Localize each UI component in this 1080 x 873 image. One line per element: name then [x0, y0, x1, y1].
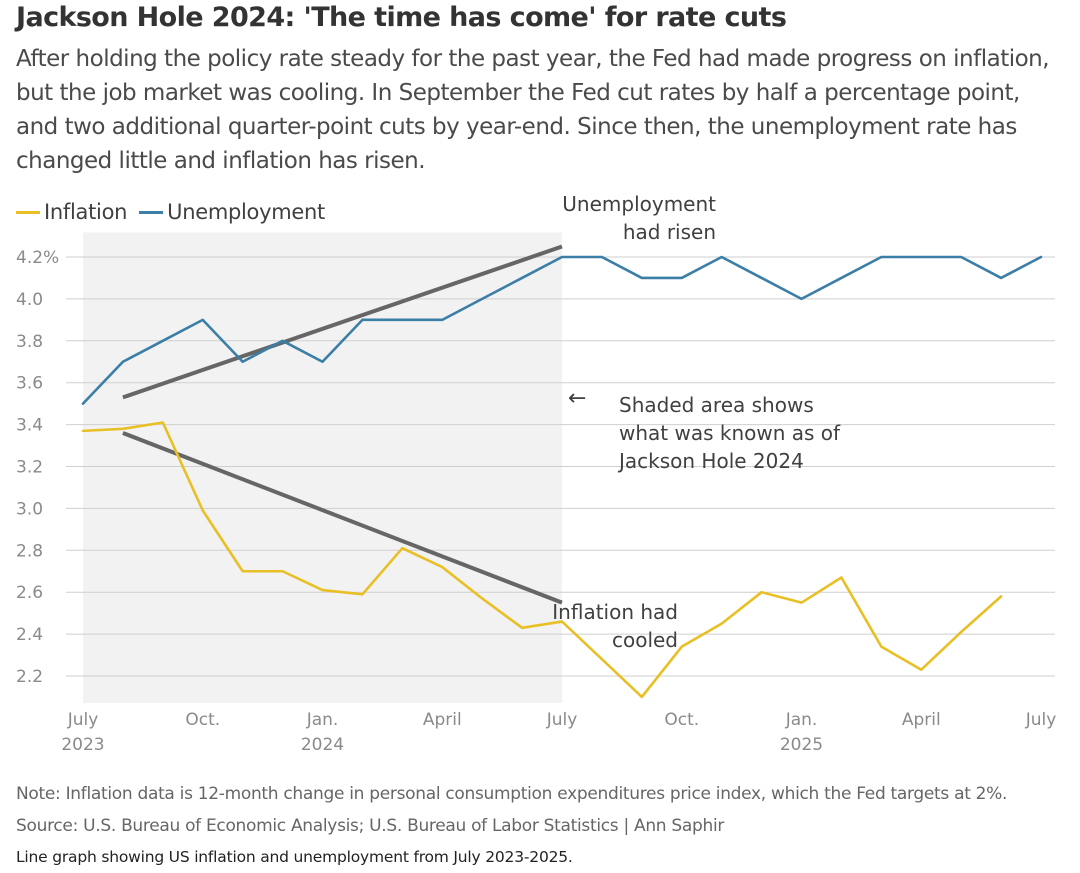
- y-tick-label: 2.6: [16, 583, 43, 603]
- y-tick-label: 3.6: [16, 374, 43, 394]
- annotation-inflation-cooled: Inflation had: [552, 600, 678, 624]
- x-tick-label: April: [423, 710, 462, 730]
- series-line-unemployment: [81, 255, 1043, 405]
- annotation-unemployment-risen: Unemployment: [562, 192, 716, 216]
- x-tick-sublabel: 2024: [301, 735, 344, 755]
- legend-label-unemployment: Unemployment: [167, 200, 325, 224]
- annotation-shaded-area: what was known as of: [619, 421, 841, 445]
- y-tick-label: 4.2%: [16, 248, 59, 268]
- chart-note: Note: Inflation data is 12-month change …: [16, 784, 1008, 804]
- y-tick-label: 3.8: [16, 332, 43, 352]
- chart-subtitle: After holding the policy rate steady for…: [16, 46, 1050, 174]
- shaded-known-area: [83, 232, 562, 703]
- annotation-shaded-area: Shaded area shows: [619, 393, 814, 417]
- x-tick-label: Jan.: [785, 710, 818, 730]
- y-tick-label: 2.8: [16, 541, 43, 561]
- legend-swatch-unemployment: [139, 210, 164, 214]
- trend-line: [122, 431, 563, 605]
- y-tick-label: 2.2: [16, 667, 43, 687]
- y-tick-label: 4.0: [16, 290, 43, 310]
- x-tick-label: Oct.: [664, 710, 699, 730]
- y-tick-label: 3.4: [16, 416, 43, 436]
- chart-title: Jackson Hole 2024: 'The time has come' f…: [16, 2, 787, 33]
- legend-item-unemployment: Unemployment: [139, 200, 325, 224]
- x-tick-label: July: [546, 710, 578, 730]
- trend-line: [122, 244, 563, 400]
- y-tick-label: 2.4: [16, 625, 43, 645]
- x-tick-label: Jan.: [306, 710, 339, 730]
- legend-swatch-inflation: [16, 210, 40, 214]
- x-tick-label: July: [67, 710, 99, 730]
- y-tick-label: 3.0: [16, 499, 43, 519]
- annotation-shaded-area: Jackson Hole 2024: [617, 449, 804, 473]
- y-tick-label: 3.2: [16, 458, 43, 478]
- annotation-arrow: ←: [568, 386, 586, 411]
- chart-description: Line graph showing US inflation and unem…: [16, 848, 573, 866]
- x-tick-sublabel: 2025: [780, 735, 823, 755]
- x-tick-label: Oct.: [185, 710, 220, 730]
- annotation-unemployment-risen: had risen: [623, 220, 716, 244]
- line-chart: 4.2% 4.0 3.8 3.6 3.4 3.2 3.0 2.8 2.6 2.4 2.2 July 20…: [16, 192, 1057, 755]
- x-tick-label: April: [902, 710, 941, 730]
- chart-source: Source: U.S. Bureau of Economic Analysis…: [16, 816, 725, 836]
- chart-legend: Inflation Unemployment: [16, 200, 337, 224]
- legend-item-inflation: Inflation: [16, 200, 127, 224]
- annotation-inflation-cooled: cooled: [612, 628, 678, 652]
- x-tick-label: July: [1025, 710, 1057, 730]
- x-tick-sublabel: 2023: [61, 735, 104, 755]
- series-line-inflation: [81, 421, 1003, 699]
- legend-label-inflation: Inflation: [44, 200, 128, 224]
